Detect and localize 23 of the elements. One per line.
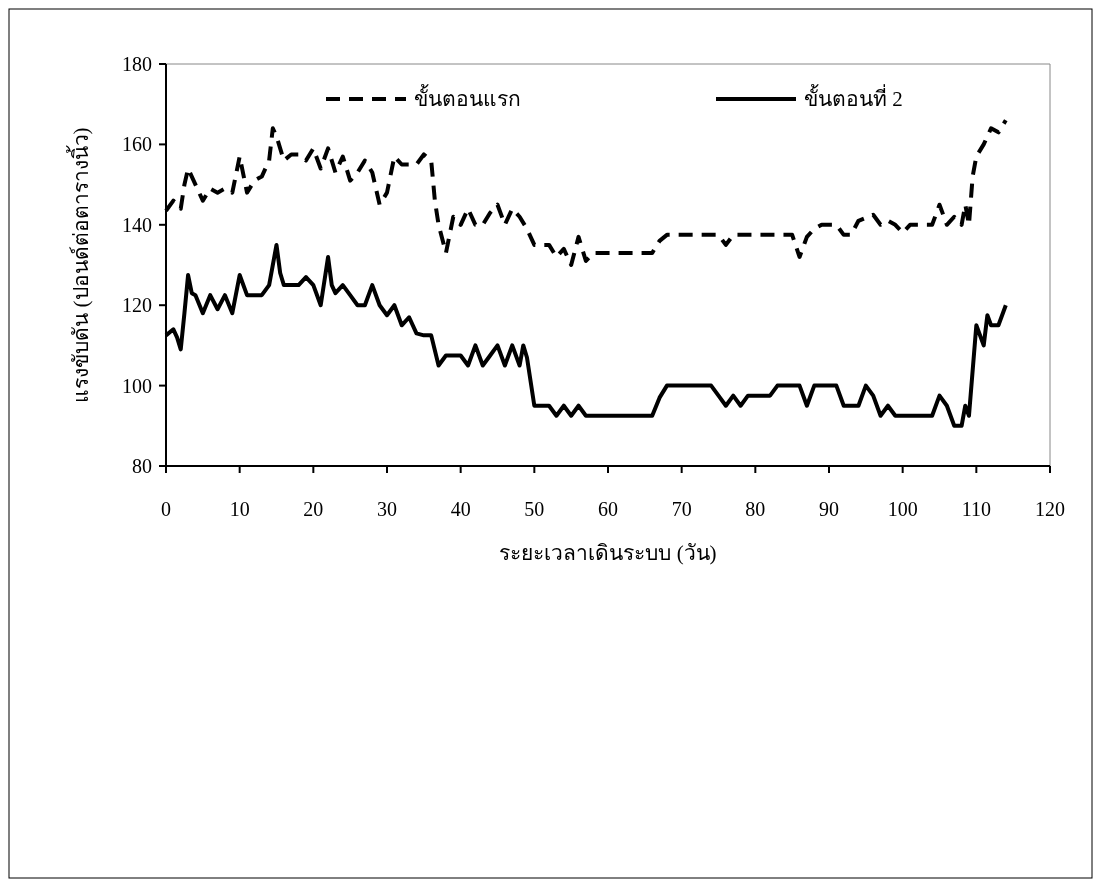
x-tick-label: 50 (524, 498, 545, 520)
x-axis-title: ระยะเวลาเดินระบบ (วัน) (499, 541, 717, 565)
x-tick-label: 70 (671, 498, 692, 520)
x-tick-label: 0 (161, 498, 171, 520)
x-tick-label: 30 (377, 498, 397, 520)
x-tick-label: 10 (229, 498, 250, 520)
y-tick-label: 80 (132, 455, 152, 477)
y-axis-title: แรงขับดัน (ปอนด์ต่อตารางนิ้ว) (66, 127, 93, 403)
x-tick-label: 90 (819, 498, 839, 520)
x-tick-label: 40 (450, 498, 471, 520)
legend-label: ขั้นตอนที่ 2 (804, 84, 903, 112)
x-tick-label: 60 (598, 498, 618, 520)
y-tick-label: 180 (122, 53, 152, 75)
y-tick-label: 100 (122, 374, 152, 397)
x-tick-label: 120 (1035, 498, 1065, 520)
x-tick-label: 20 (303, 498, 324, 520)
x-tick-label: 100 (887, 498, 918, 520)
y-tick-label: 140 (122, 213, 152, 236)
y-tick-label: 160 (122, 133, 152, 156)
y-tick-label: 120 (122, 294, 152, 317)
x-tick-label: 110 (961, 498, 991, 520)
legend-label: ขั้นตอนแรก (414, 84, 521, 112)
x-tick-label: 80 (745, 498, 766, 520)
